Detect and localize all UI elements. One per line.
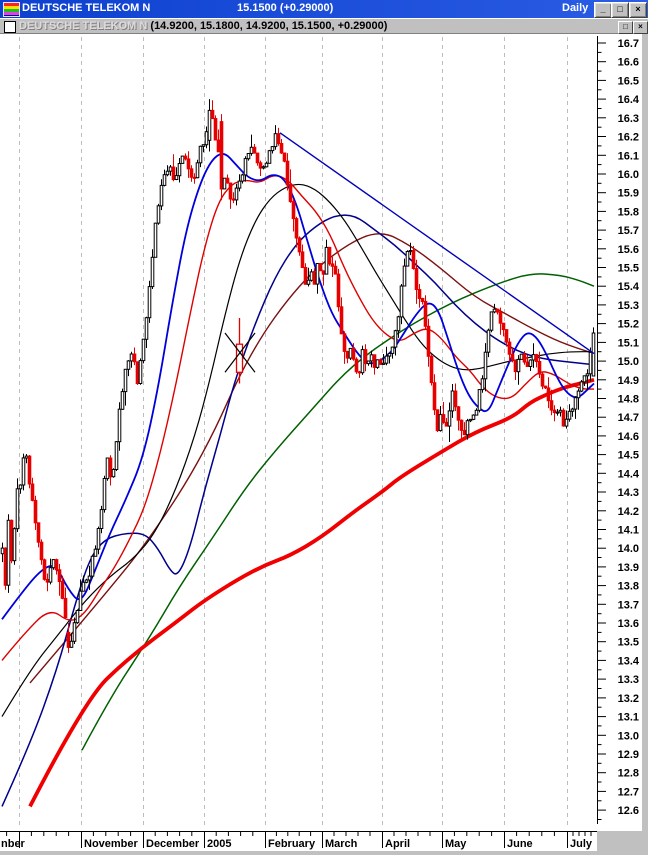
ma-maroon-150 <box>29 233 595 684</box>
trendline[interactable] <box>279 132 595 355</box>
chart-restore-button[interactable]: □ <box>618 21 633 34</box>
svg-text:14.0: 14.0 <box>618 543 639 555</box>
svg-text:March: March <box>325 838 358 850</box>
ma-blue-20 <box>1 153 595 620</box>
chart-window-icon[interactable] <box>4 21 16 33</box>
maximize-button[interactable]: □ <box>611 2 629 18</box>
app-icon[interactable] <box>3 2 20 17</box>
month-gridlines <box>19 37 568 829</box>
svg-text:15.7: 15.7 <box>618 225 639 237</box>
chart-close-button[interactable]: × <box>633 21 648 34</box>
svg-text:12.7: 12.7 <box>618 786 639 798</box>
svg-text:12.6: 12.6 <box>618 805 639 817</box>
svg-text:16.3: 16.3 <box>618 113 639 125</box>
svg-text:15.6: 15.6 <box>618 244 639 256</box>
svg-text:June: June <box>507 838 533 850</box>
svg-text:14.9: 14.9 <box>618 375 639 387</box>
svg-text:nber: nber <box>1 838 26 850</box>
svg-text:15.2: 15.2 <box>618 319 639 331</box>
svg-text:13.1: 13.1 <box>618 712 639 724</box>
candlestick-chart[interactable] <box>0 34 597 831</box>
svg-text:November: November <box>84 838 139 850</box>
svg-text:14.8: 14.8 <box>618 394 639 406</box>
window-title: DEUTSCHE TELEKOM N <box>22 2 151 14</box>
time-axis-scale: nber November December 2005 February March Apr… <box>0 831 597 855</box>
svg-text:14.1: 14.1 <box>618 525 639 537</box>
svg-text:14.6: 14.6 <box>618 431 639 443</box>
svg-text:16.1: 16.1 <box>618 150 639 162</box>
svg-text:14.7: 14.7 <box>618 412 639 424</box>
ma-thick-red <box>28 377 595 808</box>
window-title-bar[interactable]: DEUTSCHE TELEKOM N 15.1500 (+0.29000) Da… <box>0 0 648 18</box>
svg-text:15.9: 15.9 <box>618 188 639 200</box>
svg-text:14.3: 14.3 <box>618 487 639 499</box>
svg-text:15.1: 15.1 <box>618 337 639 349</box>
price-axis-scale: 16.7 16.6 16.5 16.4 16.3 16.2 16.1 16.0 15.9 15.8… <box>597 34 648 831</box>
ma-red-30 <box>1 175 594 661</box>
svg-text:2005: 2005 <box>207 838 231 850</box>
svg-text:December: December <box>146 838 200 850</box>
svg-text:13.8: 13.8 <box>618 581 639 593</box>
svg-text:12.8: 12.8 <box>618 768 639 780</box>
ma-green-200 <box>81 273 595 751</box>
svg-text:February: February <box>268 838 316 850</box>
price-axis[interactable]: 16.7 16.6 16.5 16.4 16.3 16.2 16.1 16.0 15.9 15.8… <box>597 34 648 831</box>
price-chart-canvas[interactable] <box>0 34 597 831</box>
svg-text:14.4: 14.4 <box>618 468 640 480</box>
chart-title-bar[interactable]: DEUTSCHE TELEKOM N (14.9200, 15.1800, 14… <box>0 18 648 34</box>
chart-ohlc-readout: (14.9200, 15.1800, 14.9200, 15.1500, +0.… <box>150 20 388 32</box>
svg-text:15.3: 15.3 <box>618 300 639 312</box>
svg-text:13.5: 13.5 <box>618 637 639 649</box>
ma-black-50 <box>1 183 594 717</box>
candles <box>0 99 596 653</box>
svg-text:16.5: 16.5 <box>618 75 639 87</box>
svg-text:15.4: 15.4 <box>618 281 640 293</box>
svg-text:13.6: 13.6 <box>618 618 639 630</box>
periodicity-label: Daily <box>562 2 589 14</box>
time-axis[interactable]: nber November December 2005 February March Apr… <box>0 831 597 855</box>
svg-text:16.4: 16.4 <box>618 94 640 106</box>
svg-text:14.2: 14.2 <box>618 506 639 518</box>
chart-symbol: DEUTSCHE TELEKOM N <box>19 20 148 32</box>
svg-text:13.7: 13.7 <box>618 599 639 611</box>
chart-header-text: DEUTSCHE TELEKOM N (14.9200, 15.1800, 14… <box>19 20 387 32</box>
window-right-edge <box>642 34 648 855</box>
svg-text:16.6: 16.6 <box>618 57 639 69</box>
minimize-button[interactable]: _ <box>594 2 612 18</box>
svg-text:May: May <box>445 838 467 850</box>
svg-text:12.9: 12.9 <box>618 749 639 761</box>
svg-text:15.0: 15.0 <box>618 356 639 368</box>
svg-text:16.0: 16.0 <box>618 169 639 181</box>
svg-text:15.5: 15.5 <box>618 263 639 275</box>
ma-navy-100 <box>1 214 595 807</box>
svg-text:13.3: 13.3 <box>618 674 639 686</box>
svg-text:13.9: 13.9 <box>618 562 639 574</box>
close-button[interactable]: × <box>629 2 647 18</box>
svg-text:13.2: 13.2 <box>618 693 639 705</box>
svg-text:14.5: 14.5 <box>618 450 639 462</box>
svg-text:15.8: 15.8 <box>618 206 639 218</box>
axis-corner <box>597 831 648 855</box>
quote-readout: 15.1500 (+0.29000) <box>237 2 334 14</box>
svg-text:April: April <box>385 838 410 850</box>
svg-text:16.7: 16.7 <box>618 38 639 50</box>
svg-text:16.2: 16.2 <box>618 132 639 144</box>
svg-text:13.0: 13.0 <box>618 730 639 742</box>
svg-text:13.4: 13.4 <box>618 655 640 667</box>
x-annotation[interactable] <box>224 318 256 384</box>
svg-text:July: July <box>570 838 593 850</box>
